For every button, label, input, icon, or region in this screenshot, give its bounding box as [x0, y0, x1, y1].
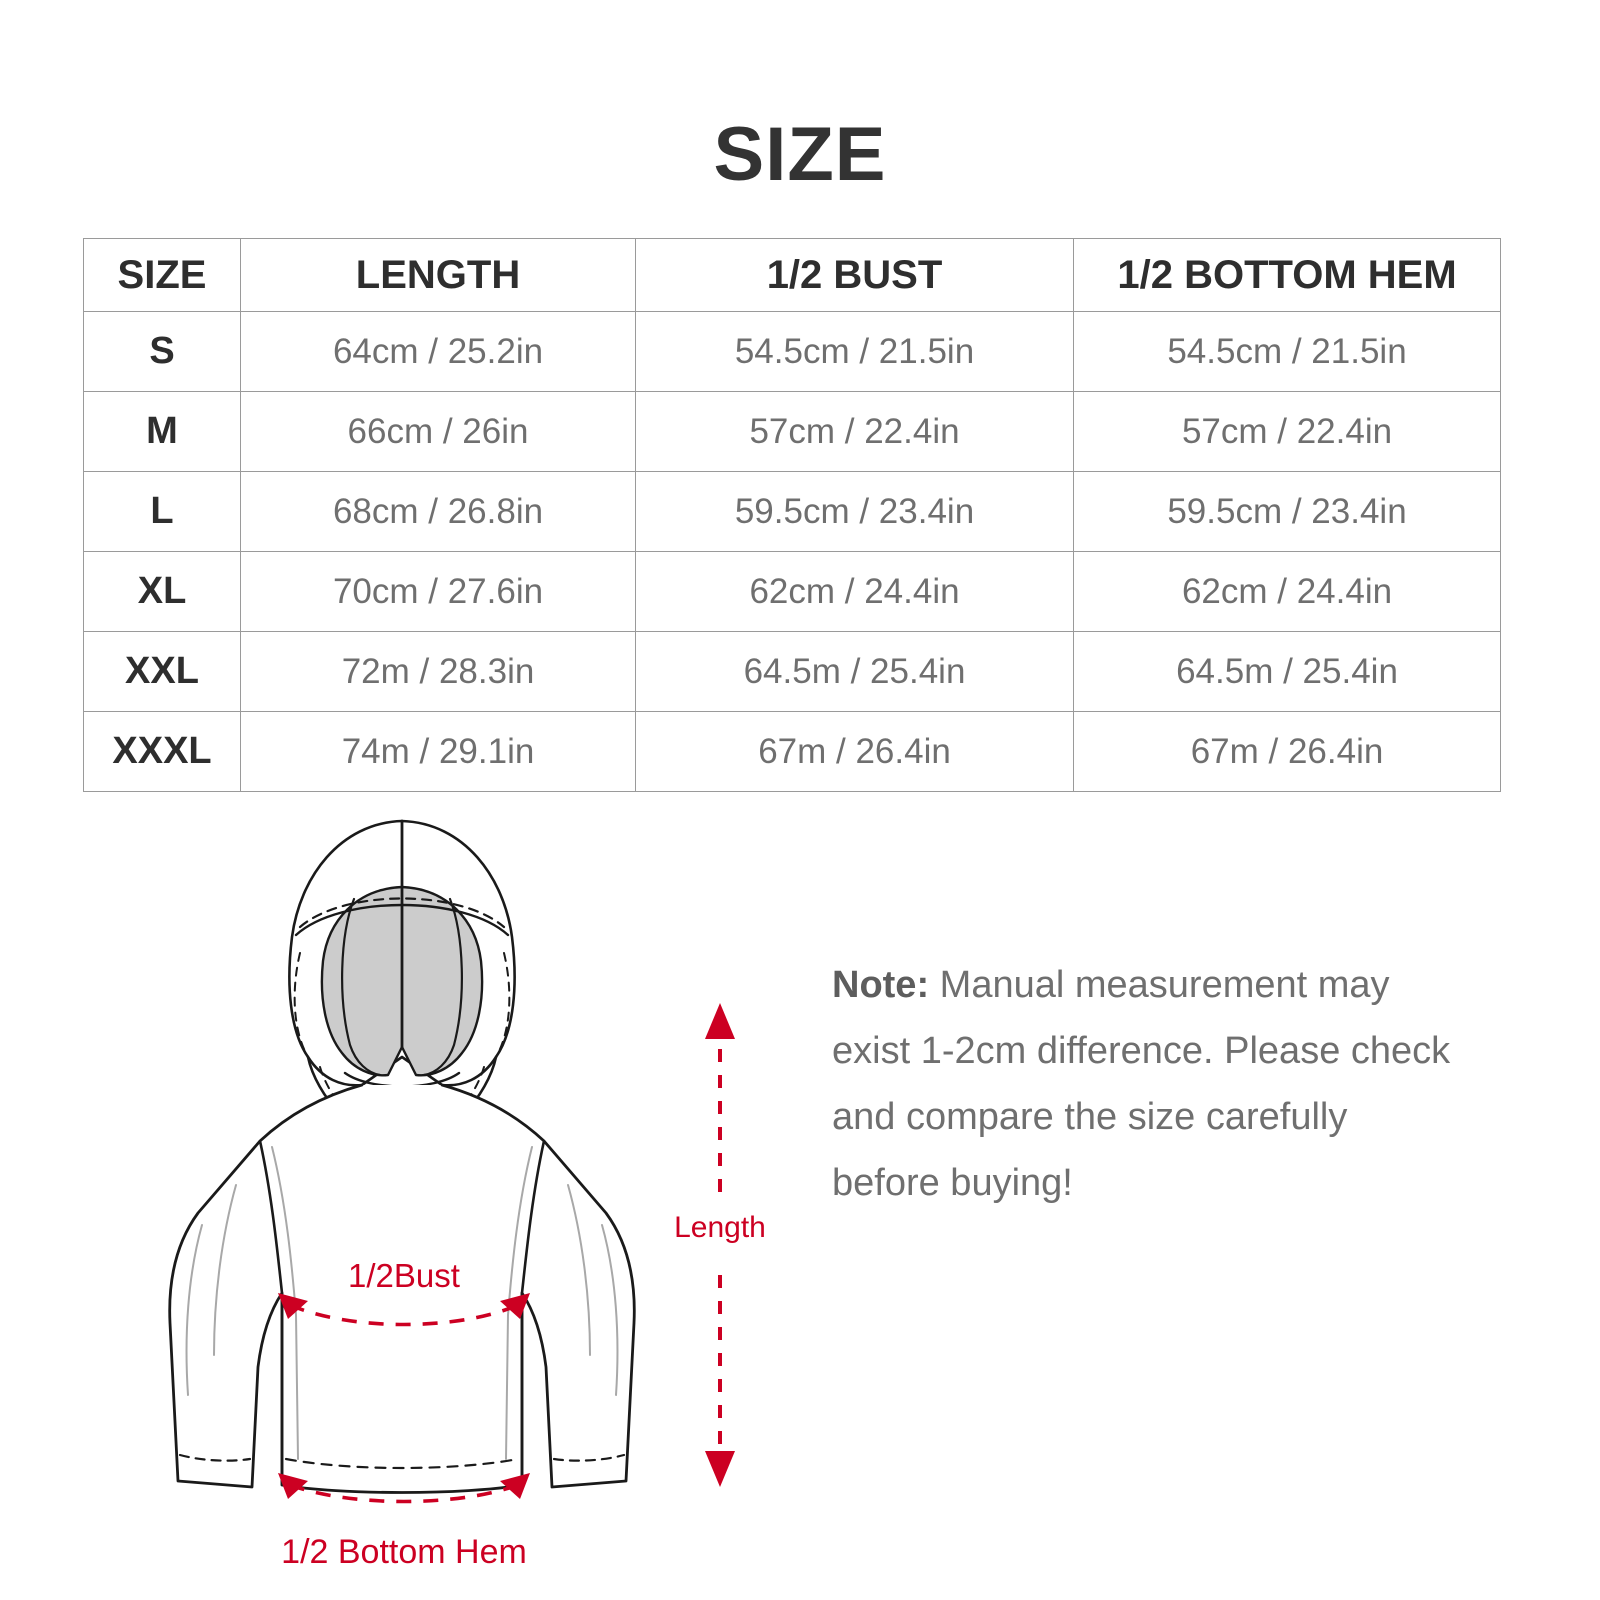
cell-hem: 59.5cm / 23.4in — [1073, 471, 1501, 552]
cell-size: S — [83, 311, 241, 392]
cell-bust: 67m / 26.4in — [635, 711, 1074, 792]
table-row: XL 70cm / 27.6in 62cm / 24.4in 62cm / 24… — [83, 551, 1501, 632]
note-label: Note: — [832, 964, 930, 1006]
size-chart-table: SIZE LENGTH 1/2 BUST 1/2 BOTTOM HEM S 64… — [83, 238, 1501, 792]
cell-size: XXL — [83, 631, 241, 712]
cell-size: XL — [83, 551, 241, 632]
cell-size: XXXL — [83, 711, 241, 792]
cell-length: 68cm / 26.8in — [240, 471, 636, 552]
measurement-note: Note: Manual measurement may exist 1-2cm… — [832, 952, 1452, 1216]
hem-dimension-label: 1/2 Bottom Hem — [281, 1533, 527, 1571]
column-header-size: SIZE — [83, 238, 241, 312]
column-header-length: LENGTH — [240, 238, 636, 312]
length-dimension-arrow — [645, 995, 795, 1495]
cell-bust: 57cm / 22.4in — [635, 391, 1074, 472]
cell-hem: 57cm / 22.4in — [1073, 391, 1501, 472]
table-row: L 68cm / 26.8in 59.5cm / 23.4in 59.5cm /… — [83, 471, 1501, 552]
table-row: XXXL 74m / 29.1in 67m / 26.4in 67m / 26.… — [83, 711, 1501, 792]
cell-hem: 62cm / 24.4in — [1073, 551, 1501, 632]
cell-length: 64cm / 25.2in — [240, 311, 636, 392]
cell-bust: 64.5m / 25.4in — [635, 631, 1074, 712]
cell-length: 72m / 28.3in — [240, 631, 636, 712]
cell-bust: 62cm / 24.4in — [635, 551, 1074, 632]
page-title: SIZE — [713, 112, 887, 197]
cell-length: 66cm / 26in — [240, 391, 636, 472]
length-dimension-label: Length — [674, 1211, 766, 1244]
note-text: Manual measurement may exist 1-2cm diffe… — [832, 964, 1451, 1204]
cell-hem: 54.5cm / 21.5in — [1073, 311, 1501, 392]
cell-length: 74m / 29.1in — [240, 711, 636, 792]
bust-dimension-label: 1/2Bust — [348, 1257, 460, 1294]
cell-size: L — [83, 471, 241, 552]
table-row: S 64cm / 25.2in 54.5cm / 21.5in 54.5cm /… — [83, 311, 1501, 392]
cell-bust: 54.5cm / 21.5in — [635, 311, 1074, 392]
cell-hem: 64.5m / 25.4in — [1073, 631, 1501, 712]
cell-bust: 59.5cm / 23.4in — [635, 471, 1074, 552]
table-header-row: SIZE LENGTH 1/2 BUST 1/2 BOTTOM HEM — [83, 238, 1501, 312]
cell-hem: 67m / 26.4in — [1073, 711, 1501, 792]
cell-length: 70cm / 27.6in — [240, 551, 636, 632]
table-row: M 66cm / 26in 57cm / 22.4in 57cm / 22.4i… — [83, 391, 1501, 472]
table-row: XXL 72m / 28.3in 64.5m / 25.4in 64.5m / … — [83, 631, 1501, 712]
column-header-hem: 1/2 BOTTOM HEM — [1073, 238, 1501, 312]
hoodie-illustration: 1/2Bust 1/2 Bottom Hem — [140, 795, 660, 1585]
bust-dimension-arrow — [278, 1293, 530, 1327]
column-header-bust: 1/2 BUST — [635, 238, 1074, 312]
hem-dimension-arrow — [278, 1473, 530, 1504]
cell-size: M — [83, 391, 241, 472]
